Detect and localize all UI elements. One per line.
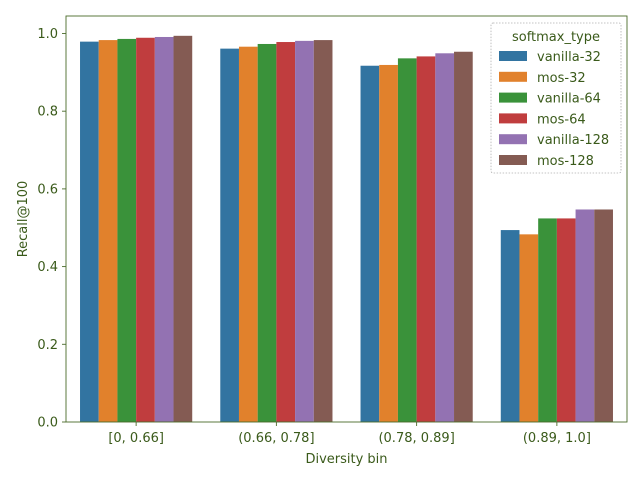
legend-entry-vanilla-32: vanilla-32	[537, 50, 601, 65]
legend-swatch-vanilla-32	[499, 51, 527, 61]
x-tick-label: (0.66, 0.78]	[238, 431, 314, 446]
bar-mos-32-0	[98, 40, 118, 422]
legend-entry-mos-64: mos-64	[537, 112, 586, 127]
legend-swatch-mos-128	[499, 155, 527, 165]
x-tick-label: (0.78, 0.89]	[378, 431, 454, 446]
bar-vanilla-64-2	[397, 58, 417, 422]
legend-swatch-vanilla-128	[499, 134, 527, 145]
bar-mos-128-0	[173, 35, 193, 422]
bar-vanilla-32-3	[500, 230, 520, 422]
legend-entry-mos-128: mos-128	[537, 154, 594, 169]
legend-swatch-vanilla-64	[499, 92, 527, 103]
legend: softmax_type vanilla-32 mos-32 vanilla-64 m…	[490, 22, 622, 174]
bar-vanilla-64-3	[538, 218, 557, 422]
y-tick-label: 1.0	[37, 27, 58, 42]
legend-swatch-mos-64	[499, 113, 527, 124]
bar-vanilla-32-1	[220, 48, 239, 422]
y-tick-label: 0.2	[37, 338, 58, 353]
bar-mos-128-1	[313, 40, 333, 422]
bar-mos-64-1	[276, 42, 296, 423]
bar-vanilla-128-0	[154, 36, 174, 422]
bar-mos-128-3	[594, 209, 613, 422]
bar-mos-32-2	[379, 64, 398, 422]
y-tick-label: 0.8	[37, 105, 58, 120]
bar-mos-128-2	[454, 51, 473, 423]
legend-swatch-mos-32	[499, 71, 527, 82]
x-tick-label: (0.89, 1.0]	[523, 431, 591, 446]
y-ticks: 0.0 0.2 0.4 0.6 0.8 1.0	[37, 27, 66, 431]
legend-entry-vanilla-128: vanilla-128	[537, 133, 609, 148]
y-tick-label: 0.0	[37, 416, 58, 431]
legend-entry-mos-32: mos-32	[537, 71, 586, 86]
legend-title: softmax_type	[512, 30, 600, 45]
y-axis-label: Recall@100	[16, 181, 31, 258]
bar-vanilla-128-1	[295, 40, 314, 422]
plot-frame	[65, 15, 628, 423]
bar-vanilla-128-2	[435, 53, 455, 422]
bar-vanilla-64-0	[117, 38, 137, 423]
bar-vanilla-64-1	[257, 43, 277, 422]
y-tick-label: 0.4	[37, 260, 58, 275]
bars-layer	[80, 35, 613, 423]
bar-vanilla-32-0	[80, 41, 99, 423]
x-axis-label: Diversity bin	[305, 452, 387, 467]
x-tick-label: [0, 0.66]	[108, 431, 164, 446]
bar-vanilla-32-2	[360, 65, 380, 423]
legend-entry-vanilla-64: vanilla-64	[537, 92, 601, 107]
bar-mos-64-0	[136, 37, 155, 423]
bar-mos-32-1	[238, 46, 258, 423]
axes-layer: 0.0 0.2 0.4 0.6 0.8 1.0 [0, 0.66] (0.66, 0.78]…	[16, 15, 628, 467]
bar-mos-32-3	[519, 234, 539, 422]
y-tick-label: 0.6	[37, 182, 58, 197]
bar-vanilla-128-3	[575, 209, 595, 422]
bar-mos-64-2	[416, 56, 436, 423]
x-ticks: [0, 0.66] (0.66, 0.78] (0.78, 0.89] (0.89, …	[108, 422, 591, 446]
bar-mos-64-3	[556, 218, 576, 422]
